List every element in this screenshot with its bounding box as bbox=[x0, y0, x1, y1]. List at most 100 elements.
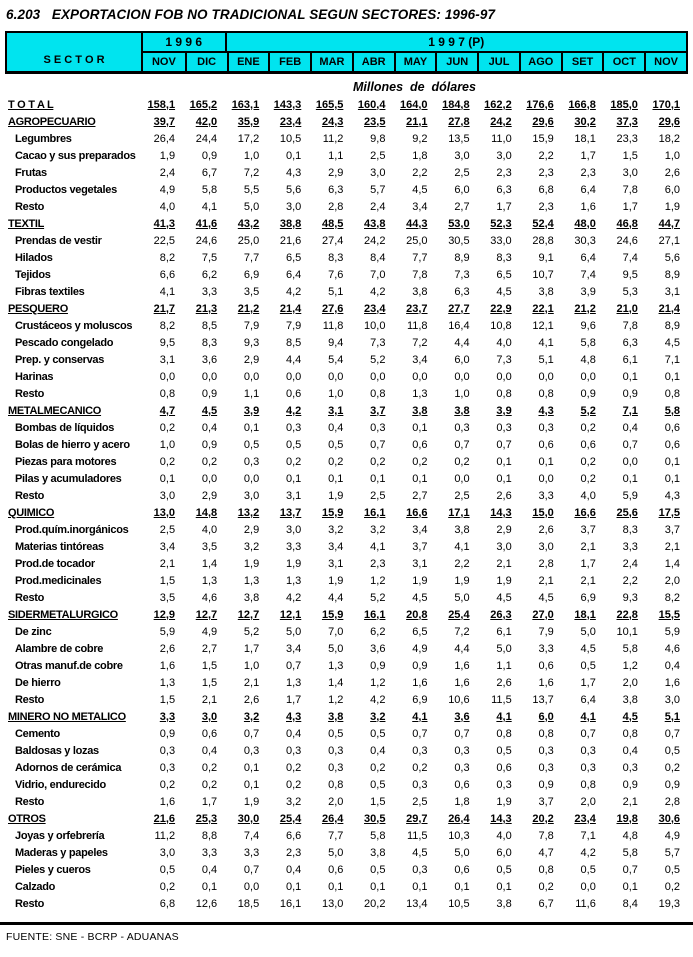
value-cell: 3,3 bbox=[538, 489, 554, 502]
value-cell: 6,4 bbox=[580, 183, 596, 196]
value-cell: 4,0 bbox=[201, 523, 218, 536]
value-cell: 2,9 bbox=[328, 166, 344, 179]
value-cell: 7,9 bbox=[538, 625, 554, 638]
value-cell: 3,0 bbox=[286, 523, 302, 536]
value-cell: 0,3 bbox=[538, 744, 554, 757]
value-cell: 5,9 bbox=[664, 625, 680, 638]
value-cell: 0,7 bbox=[622, 863, 638, 876]
value-cell: 1,9 bbox=[243, 795, 260, 808]
value-cell: 4,5 bbox=[664, 336, 680, 349]
value-cell: 0,3 bbox=[286, 744, 302, 757]
value-cell: 1,7 bbox=[496, 200, 512, 213]
value-cell: 3,1 bbox=[328, 557, 344, 570]
row-label: Crustáceos y moluscos bbox=[15, 319, 133, 332]
value-cell: 2,1 bbox=[664, 540, 680, 553]
value-cell: 27,4 bbox=[321, 234, 344, 247]
value-cell: 13,4 bbox=[406, 897, 428, 910]
value-cell: 5,1 bbox=[664, 710, 680, 723]
value-cell: 8,3 bbox=[201, 336, 218, 349]
table-row: Prod.de tocador 2,1 1,4 1,9 1,9 3,1 2,3 3,1 2,2 2… bbox=[5, 555, 688, 572]
value-cell: 1,7 bbox=[580, 676, 596, 689]
value-cell: 21,3 bbox=[195, 302, 218, 315]
value-cell: 30,5 bbox=[448, 234, 470, 247]
column-header-month-12: NOV bbox=[644, 53, 686, 71]
value-cell: 8,3 bbox=[622, 523, 638, 536]
value-cell: 0,3 bbox=[454, 421, 470, 434]
value-cell: 1,3 bbox=[159, 676, 176, 689]
value-cell: 0,1 bbox=[243, 778, 260, 791]
value-cell: 3,4 bbox=[328, 540, 344, 553]
table-row: Adornos de cerámica 0,3 0,2 0,1 0,2 0,3 0,2 0,2… bbox=[5, 759, 688, 776]
value-cell: 8,4 bbox=[622, 897, 638, 910]
row-label: AGROPECUARIO bbox=[8, 115, 96, 128]
value-cell: 0,3 bbox=[370, 421, 386, 434]
row-label: Adornos de cerámica bbox=[15, 761, 122, 774]
value-cell: 16,4 bbox=[448, 319, 470, 332]
value-cell: 10,7 bbox=[532, 268, 554, 281]
row-label: Resto bbox=[15, 795, 45, 808]
value-cell: 3,3 bbox=[159, 710, 176, 723]
value-cell: 0,0 bbox=[243, 370, 260, 383]
value-cell: 0,3 bbox=[328, 761, 344, 774]
value-cell: 0,5 bbox=[286, 438, 302, 451]
value-cell: 6,2 bbox=[370, 625, 386, 638]
value-cell: 3,3 bbox=[201, 285, 218, 298]
value-cell: 0,8 bbox=[496, 387, 512, 400]
value-cell: 3,3 bbox=[538, 642, 554, 655]
value-cell: 4,0 bbox=[159, 200, 176, 213]
row-label: Resto bbox=[15, 489, 45, 502]
value-cell: 1,4 bbox=[328, 676, 344, 689]
value-cell: 22,8 bbox=[616, 608, 638, 621]
value-cell: 9,3 bbox=[622, 591, 638, 604]
value-cell: 2,0 bbox=[580, 795, 596, 808]
value-cell: 0,6 bbox=[454, 778, 470, 791]
row-label: Tejidos bbox=[15, 268, 51, 281]
value-cell: 0,9 bbox=[159, 727, 176, 740]
value-cell: 16,1 bbox=[364, 506, 386, 519]
value-cell: 4,5 bbox=[201, 404, 218, 417]
value-cell: 5,0 bbox=[286, 625, 302, 638]
value-cell: 2,4 bbox=[370, 200, 386, 213]
value-cell: 6,4 bbox=[580, 693, 596, 706]
row-label: Bombas de líquidos bbox=[15, 421, 115, 434]
value-cell: 25,0 bbox=[237, 234, 260, 247]
value-cell: 3,5 bbox=[201, 540, 218, 553]
row-label: Resto bbox=[15, 591, 45, 604]
value-cell: 0,3 bbox=[159, 761, 176, 774]
table-row: METALMECANICO 4,7 4,5 3,9 4,2 3,1 3,7 3,8 3,8 3,9… bbox=[5, 402, 688, 419]
value-cell: 0,0 bbox=[538, 472, 554, 485]
value-cell: 29,6 bbox=[532, 115, 554, 128]
value-cell: 7,3 bbox=[370, 336, 386, 349]
value-cell: 0,4 bbox=[201, 863, 218, 876]
value-cell: 4,5 bbox=[412, 846, 428, 859]
value-cell: 0,3 bbox=[454, 761, 470, 774]
row-label: Fibras textiles bbox=[15, 285, 85, 298]
table-row: Alambre de cobre 2,6 2,7 1,7 3,4 5,0 3,6 4,9 4,4… bbox=[5, 640, 688, 657]
value-cell: 1,9 bbox=[328, 574, 344, 587]
table-row: Cacao y sus preparados 1,9 0,9 1,0 0,1 1,1 2,5… bbox=[5, 147, 688, 164]
value-cell: 0,3 bbox=[286, 421, 302, 434]
value-cell: 0,7 bbox=[370, 438, 386, 451]
value-cell: 7,8 bbox=[622, 183, 638, 196]
value-cell: 15,9 bbox=[321, 608, 344, 621]
value-cell: 4,2 bbox=[286, 404, 302, 417]
value-cell: 3,1 bbox=[412, 557, 428, 570]
row-label: Hilados bbox=[15, 251, 53, 264]
table-row: Harinas 0,0 0,0 0,0 0,0 0,0 0,0 0,0 0,0 0,0 0,0 0,0… bbox=[5, 368, 688, 385]
value-cell: 185,0 bbox=[610, 98, 638, 111]
value-cell: 0,2 bbox=[159, 455, 176, 468]
value-cell: 3,8 bbox=[412, 285, 428, 298]
value-cell: 5,0 bbox=[454, 846, 470, 859]
value-cell: 11,2 bbox=[154, 829, 176, 842]
value-cell: 0,5 bbox=[370, 863, 386, 876]
row-label: T O T A L bbox=[8, 98, 54, 111]
value-cell: 30,6 bbox=[658, 812, 680, 825]
value-cell: 3,3 bbox=[622, 540, 638, 553]
value-cell: 0,6 bbox=[580, 438, 596, 451]
value-cell: 0,0 bbox=[412, 370, 428, 383]
value-cell: 7,2 bbox=[412, 336, 428, 349]
value-cell: 46,8 bbox=[616, 217, 638, 230]
value-cell: 1,9 bbox=[412, 574, 428, 587]
value-cell: 13,0 bbox=[321, 897, 344, 910]
column-header-month-4: MAR bbox=[310, 53, 352, 71]
